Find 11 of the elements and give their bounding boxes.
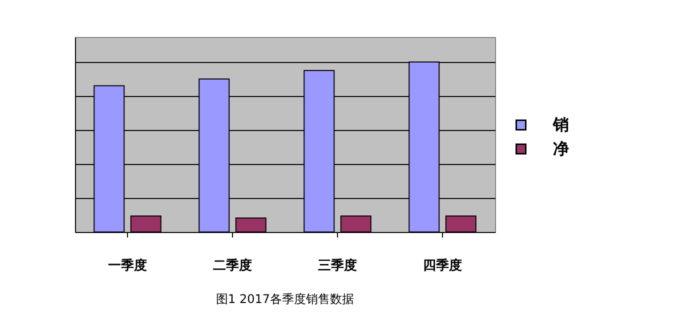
x-tick-label: 一季度 — [108, 258, 147, 274]
bar — [130, 216, 162, 232]
bar — [445, 216, 476, 232]
x-tick-label: 二季度 — [213, 258, 252, 274]
text: 图1 2017各季度销售数据 — [216, 292, 354, 306]
legend-label: 净 — [553, 139, 569, 158]
x-tick-label: 三季度 — [318, 258, 357, 274]
x-tick-label: 四季度 — [423, 258, 462, 274]
bar — [340, 216, 372, 232]
bar — [235, 218, 266, 232]
legend-label: 销 — [552, 115, 569, 134]
